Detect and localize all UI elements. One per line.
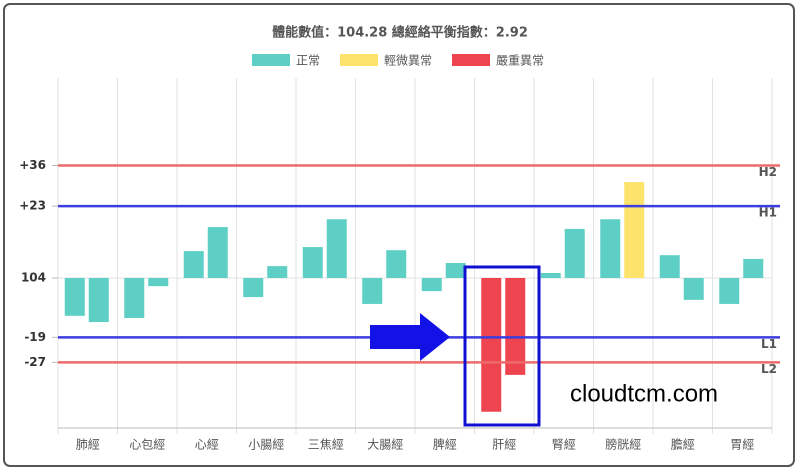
bar <box>481 278 502 412</box>
reference-label: H2 <box>759 165 777 179</box>
watermark: cloudtcm.com <box>570 380 718 407</box>
reference-label: L2 <box>761 362 777 376</box>
bar <box>183 251 204 278</box>
highlight-box <box>463 265 541 427</box>
x-tick-label: 三焦經 <box>308 438 344 452</box>
bar <box>267 266 288 278</box>
reference-label: L1 <box>761 337 777 351</box>
reference-label: H1 <box>759 206 777 220</box>
bar <box>540 273 561 278</box>
bar <box>624 182 645 278</box>
bar <box>207 227 228 278</box>
x-tick-label: 肝經 <box>492 438 516 452</box>
bar <box>445 263 466 278</box>
x-tick-label: 肺經 <box>76 438 100 452</box>
y-tick-label: +36 <box>19 158 46 172</box>
bar <box>683 278 704 300</box>
x-tick-label: 大腸經 <box>367 438 403 452</box>
bar <box>719 278 740 304</box>
legend-swatch <box>340 54 379 66</box>
bar <box>64 278 85 316</box>
legend-label: 正常 <box>296 54 320 68</box>
bar <box>88 278 109 323</box>
legend-label: 嚴重異常 <box>496 54 544 68</box>
bar <box>421 278 442 292</box>
x-tick-label: 膀胱經 <box>605 437 641 452</box>
x-tick-label: 膽經 <box>671 437 695 452</box>
legend-label: 輕微異常 <box>384 54 432 68</box>
x-tick-label: 脾經 <box>433 437 457 452</box>
x-tick-label: 腎經 <box>552 438 576 452</box>
bar <box>564 228 585 278</box>
bar <box>124 278 145 318</box>
bar <box>600 219 621 278</box>
bar <box>362 278 383 304</box>
x-tick-label: 小腸經 <box>248 438 284 452</box>
arrow <box>370 313 450 361</box>
y-tick-label: -19 <box>24 330 46 344</box>
bar <box>148 278 169 287</box>
y-tick-label: -27 <box>24 355 46 369</box>
chart-title: 體能數值：104.28 總經絡平衡指數：2.92 <box>272 25 528 41</box>
y-tick-label: +23 <box>19 199 46 213</box>
frame <box>3 3 795 467</box>
bar <box>243 278 264 298</box>
x-tick-label: 心經 <box>195 438 219 452</box>
bar <box>386 250 407 278</box>
bar <box>326 219 347 278</box>
bar <box>302 247 323 278</box>
x-tick-label: 胃經 <box>730 438 754 452</box>
legend-swatch <box>452 54 491 66</box>
legend-swatch <box>252 54 290 66</box>
y-tick-label: 104 <box>21 271 46 285</box>
x-tick-label: 心包經 <box>129 438 165 452</box>
bar <box>659 255 680 278</box>
bar <box>505 278 526 375</box>
bar <box>743 258 764 278</box>
